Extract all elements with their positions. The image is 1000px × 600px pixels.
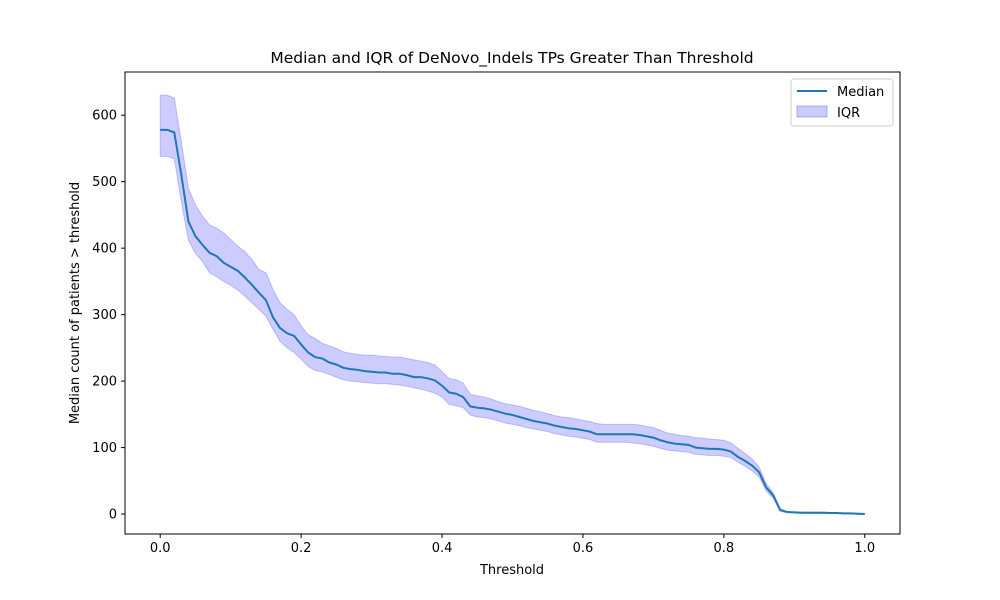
y-tick-label: 200 [92, 375, 117, 390]
x-tick-label: 0.6 [573, 541, 594, 556]
median-line [160, 128, 865, 516]
chart-title: Median and IQR of DeNovo_Indels TPs Grea… [270, 49, 753, 68]
x-tick-label: 0.4 [432, 541, 453, 556]
y-tick-label: 0 [109, 508, 117, 523]
x-tick-label: 0.8 [714, 541, 735, 556]
y-tick-label: 100 [92, 441, 117, 456]
x-tick-label: 0.2 [291, 541, 312, 556]
legend-iqr-label: IQR [837, 106, 860, 121]
y-axis: 0 100 200 300 400 500 600 [92, 109, 125, 523]
y-tick-label: 400 [92, 242, 117, 257]
legend-iqr-swatch [796, 105, 828, 118]
y-tick-label: 300 [92, 308, 117, 323]
y-axis-label: Median count of patients > threshold [68, 182, 83, 424]
y-tick-label: 500 [92, 175, 117, 190]
plot-area [159, 94, 866, 516]
legend: Median IQR [790, 78, 894, 127]
x-axis: 0.0 0.2 0.4 0.6 0.8 1.0 [150, 534, 875, 556]
y-tick-label: 600 [92, 109, 117, 124]
x-axis-label: Threshold [479, 563, 544, 578]
x-tick-label: 0.0 [150, 541, 171, 556]
x-tick-label: 1.0 [854, 541, 875, 556]
plot-frame [124, 71, 901, 535]
legend-median-label: Median [837, 85, 884, 100]
